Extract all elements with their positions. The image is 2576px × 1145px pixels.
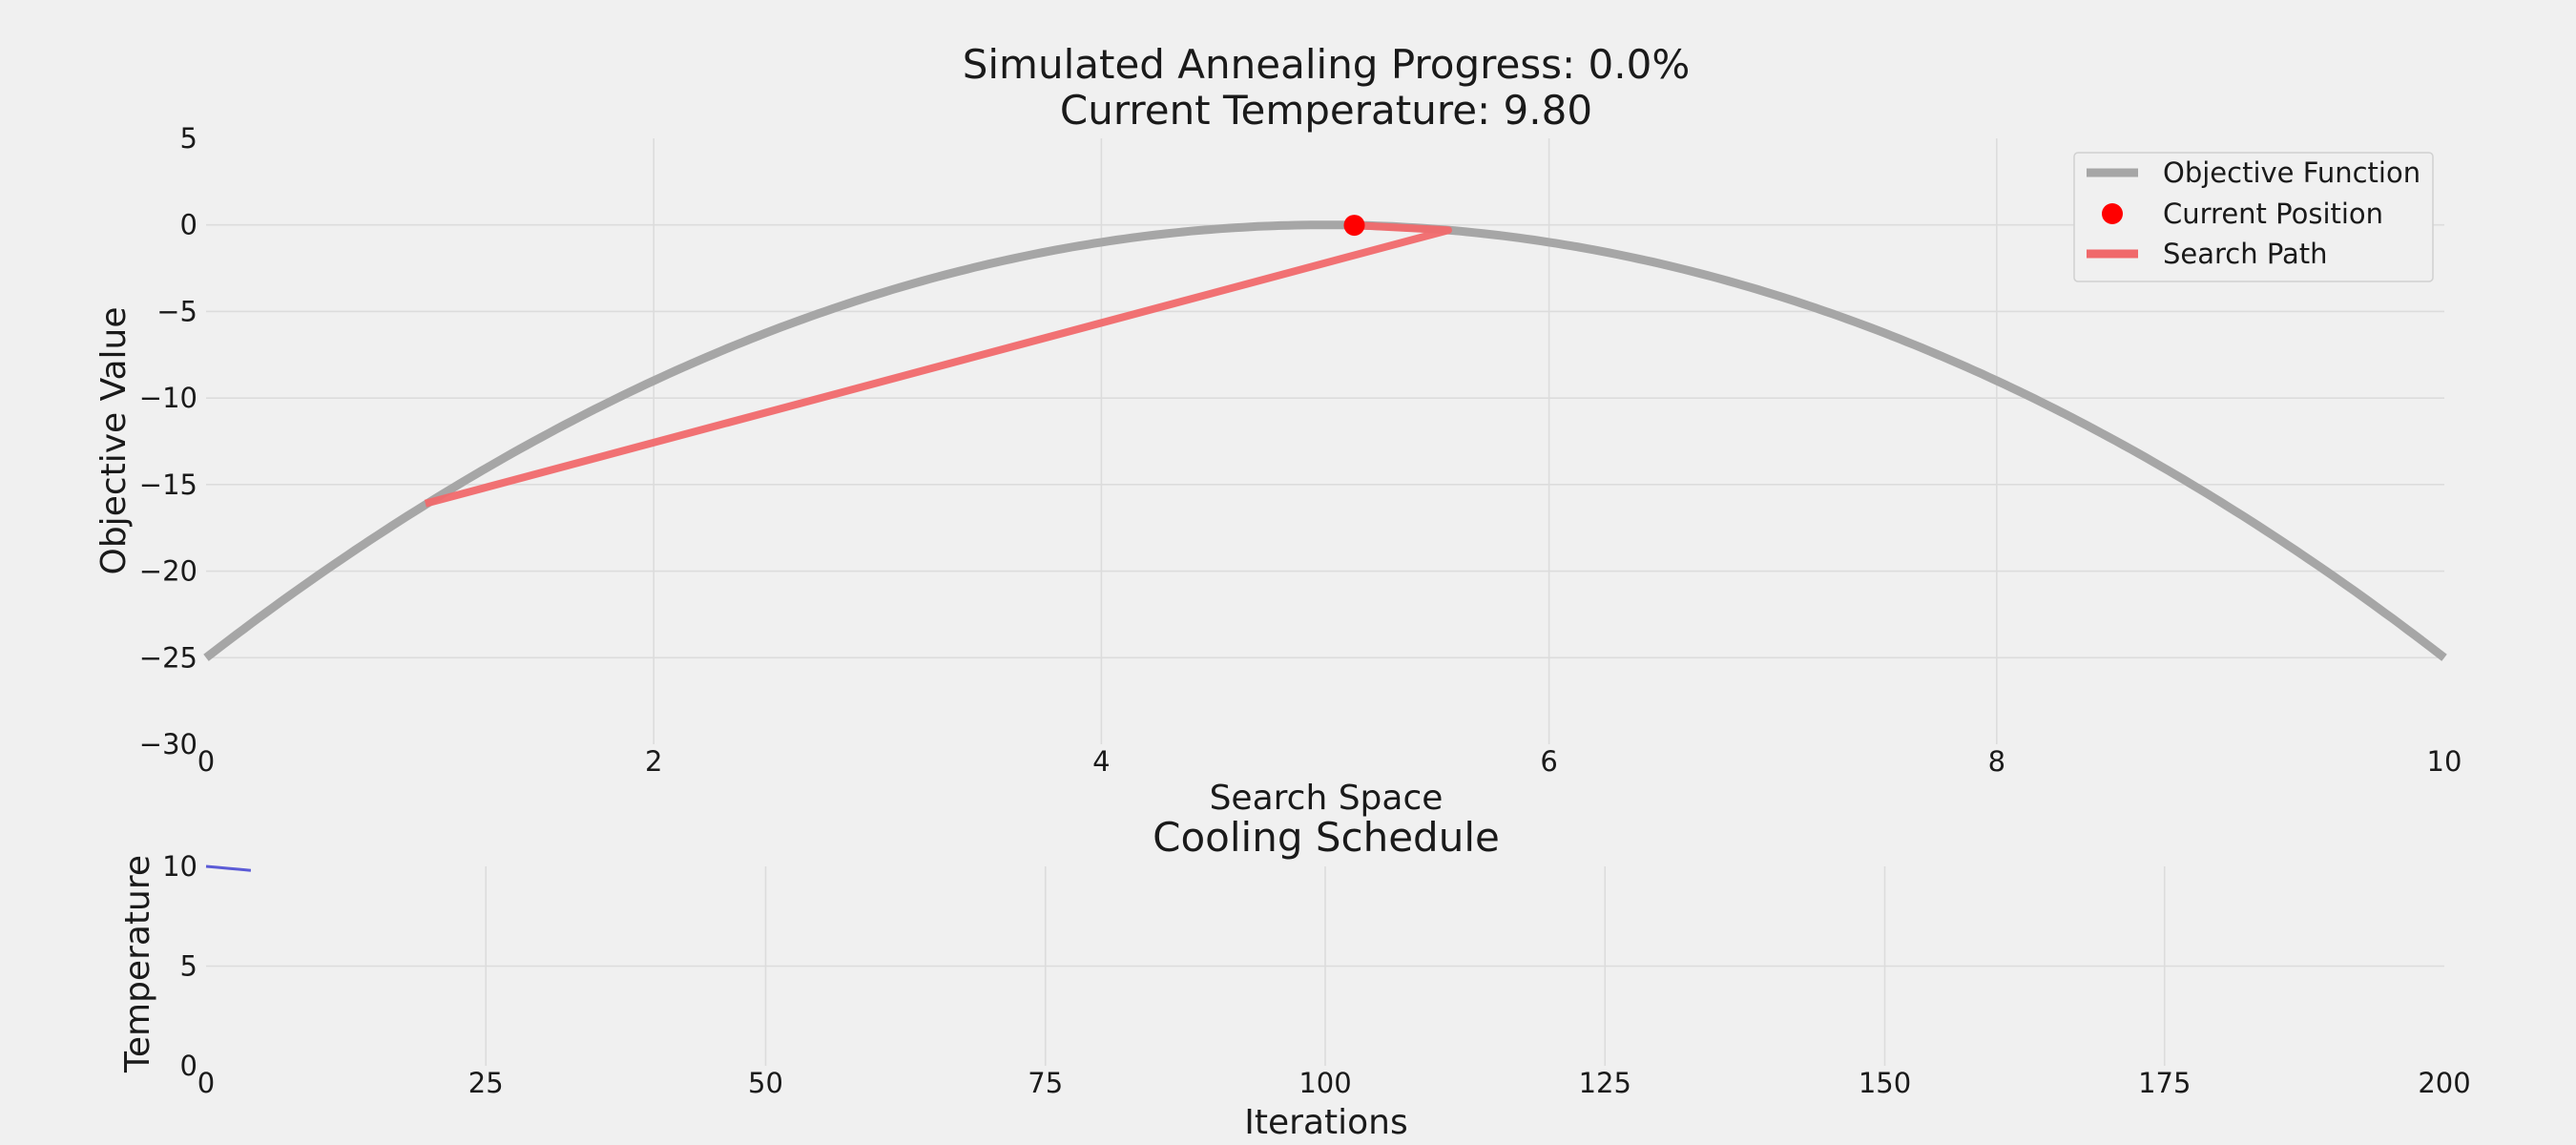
main-y-axis-label: Objective Value (94, 306, 134, 574)
main-chart-subtitle: Current Temperature: 9.80 (1060, 87, 1592, 134)
cooling-x-tick-label: 0 (197, 1067, 215, 1099)
legend: Objective Function Current Position Sear… (2073, 152, 2434, 282)
main-y-tick-label: −20 (139, 555, 197, 588)
main-y-tick-label: −10 (139, 382, 197, 414)
cooling-x-axis-label: Iterations (1244, 1103, 1407, 1142)
main-y-tick-label: 5 (180, 122, 197, 155)
main-x-tick-label: 2 (645, 745, 662, 778)
main-y-tick-label: −30 (139, 728, 197, 760)
main-x-tick-label: 4 (1092, 745, 1110, 778)
main-x-tick-label: 0 (197, 745, 215, 778)
legend-label-search-path: Search Path (2163, 238, 2328, 270)
cooling-x-tick-label: 150 (1859, 1067, 1911, 1099)
main-y-tick-labels: −30 −25 −20 −15 −10 −5 0 5 (139, 122, 197, 760)
cooling-chart-title: Cooling Schedule (1153, 814, 1500, 861)
main-x-tick-label: 10 (2427, 745, 2462, 778)
cooling-chart: Cooling Schedule 0 25 50 75 100 125 150 175 200 … (118, 814, 2471, 1142)
legend-label-objective-function: Objective Function (2163, 156, 2420, 189)
cooling-y-tick-label: 10 (162, 850, 197, 883)
main-chart: Simulated Annealing Progress: 0.0% Curre… (94, 41, 2462, 818)
main-y-tick-label: −5 (156, 295, 197, 327)
main-y-tick-label: −25 (139, 641, 197, 674)
legend-box (2073, 152, 2434, 282)
cooling-y-tick-label: 0 (180, 1050, 197, 1082)
main-x-tick-label: 6 (1540, 745, 1557, 778)
main-y-tick-label: 0 (180, 209, 197, 241)
cooling-gridlines (206, 866, 2444, 1066)
objective-function-line (203, 220, 2447, 661)
current-position-marker (1343, 215, 1365, 237)
legend-label-current-position: Current Position (2163, 198, 2383, 230)
main-x-tick-label: 8 (1988, 745, 2005, 778)
main-x-tick-labels: 0 2 4 6 8 10 (197, 745, 2462, 778)
cooling-x-tick-label: 125 (1579, 1067, 1631, 1099)
cooling-x-tick-labels: 0 25 50 75 100 125 150 175 200 (197, 1067, 2471, 1099)
cooling-x-tick-label: 25 (468, 1067, 504, 1099)
main-plot-area (203, 215, 2447, 661)
cooling-x-tick-label: 75 (1028, 1067, 1063, 1099)
main-x-axis-label: Search Space (1210, 779, 1444, 818)
cooling-y-tick-labels: 0 5 10 (162, 850, 197, 1082)
temperature-line (205, 864, 252, 872)
main-chart-title: Simulated Annealing Progress: 0.0% (963, 41, 1691, 88)
cooling-x-tick-label: 100 (1298, 1067, 1351, 1099)
cooling-y-tick-label: 5 (180, 950, 197, 983)
cooling-plot-area (205, 864, 252, 872)
cooling-y-axis-label: Temperature (118, 855, 157, 1073)
legend-swatch-current-position (2102, 203, 2123, 224)
cooling-x-tick-label: 50 (748, 1067, 783, 1099)
cooling-x-tick-label: 175 (2138, 1067, 2191, 1099)
search-path-line (424, 221, 1452, 508)
cooling-x-tick-label: 200 (2418, 1067, 2470, 1099)
main-y-tick-label: −15 (139, 468, 197, 501)
main-gridlines (206, 138, 2444, 744)
